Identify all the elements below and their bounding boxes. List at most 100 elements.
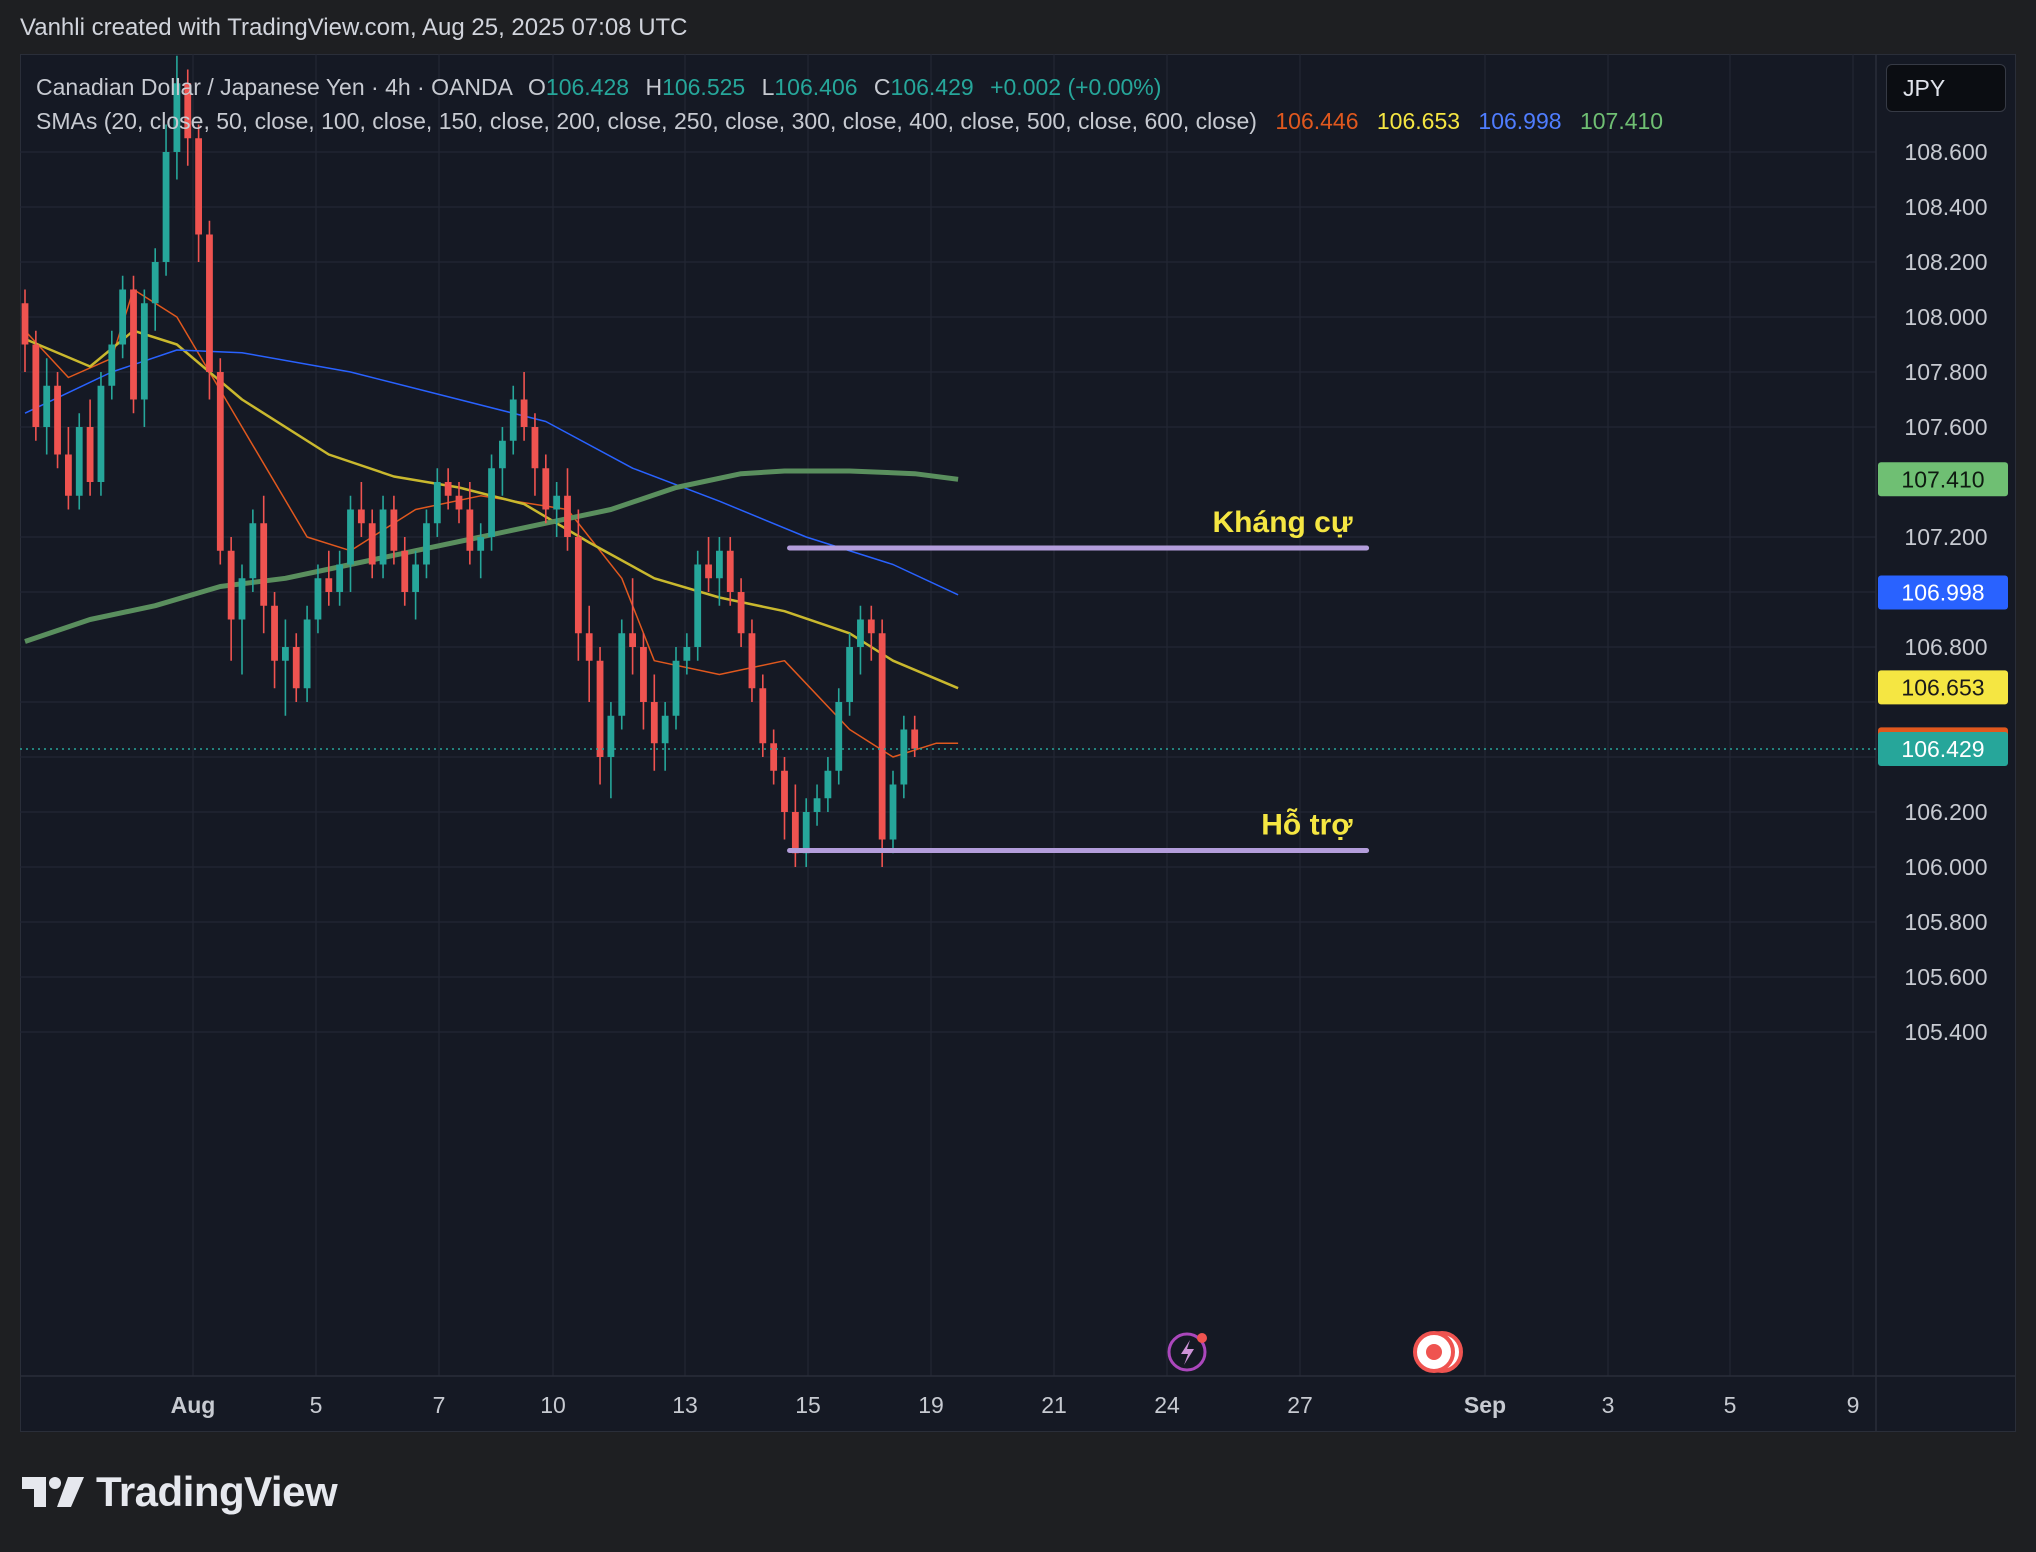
price-axis-badge: 106.998 xyxy=(1878,575,2008,610)
price-axis-badge: 107.410 xyxy=(1878,462,2008,497)
candle xyxy=(195,124,202,262)
legend-high-label: H xyxy=(645,74,663,100)
time-tick-label: Sep xyxy=(1464,1392,1506,1418)
candle xyxy=(520,372,528,441)
candle xyxy=(249,509,257,592)
earnings-flash-icon[interactable] xyxy=(1167,1332,1207,1372)
candle xyxy=(900,715,908,799)
price-axis-badge: 106.429 xyxy=(1878,732,2008,767)
legend-sma50-value: 106.653 xyxy=(1376,108,1461,134)
candle xyxy=(911,715,919,757)
candle xyxy=(737,578,745,647)
legend-sma-label[interactable]: SMAs (20, close, 50, close, 100, close, … xyxy=(36,108,1257,134)
time-tick-label: 10 xyxy=(540,1392,566,1418)
candle xyxy=(694,550,702,661)
candle xyxy=(65,427,72,510)
candle xyxy=(54,372,61,469)
candle xyxy=(574,509,582,661)
chart-pane[interactable] xyxy=(20,54,2016,1432)
time-tick-label: 27 xyxy=(1287,1392,1313,1418)
candle xyxy=(553,482,561,537)
candle xyxy=(238,564,246,675)
candle xyxy=(173,55,181,180)
price-tick-label: 107.200 xyxy=(1904,524,1987,550)
candle xyxy=(130,275,137,414)
price-tick-label: 105.600 xyxy=(1904,964,1987,990)
candle xyxy=(661,702,669,771)
candle xyxy=(21,289,29,372)
candle xyxy=(477,523,485,579)
candle xyxy=(878,619,886,867)
candle xyxy=(292,633,300,702)
candle xyxy=(379,495,387,579)
legend-symbol[interactable]: Canadian Dollar / Japanese Yen · 4h · OA… xyxy=(36,74,512,100)
candle xyxy=(835,688,843,785)
time-tick-label: 5 xyxy=(310,1392,323,1418)
legend-low-value: 106.406 xyxy=(774,74,858,100)
legend-sma200-value: 107.410 xyxy=(1579,108,1664,134)
time-tick-label: 15 xyxy=(795,1392,821,1418)
candle xyxy=(629,578,636,675)
candle xyxy=(813,784,821,826)
candle xyxy=(325,550,333,606)
candle xyxy=(726,537,734,606)
legend-close-label: C xyxy=(873,74,891,100)
candle xyxy=(499,427,506,496)
time-tick-label: 5 xyxy=(1724,1392,1737,1418)
time-tick-label: 9 xyxy=(1847,1392,1860,1418)
price-axis-badge: 106.653 xyxy=(1878,670,2008,705)
economic-event-icon[interactable] xyxy=(1413,1331,1463,1373)
legend-open-label: O xyxy=(528,74,546,100)
candle xyxy=(108,330,116,400)
candle xyxy=(433,468,441,537)
candle xyxy=(260,495,268,634)
legend-ohlc-row: Canadian Dollar / Japanese Yen · 4h · OA… xyxy=(36,70,1663,104)
chart-legend: Canadian Dollar / Japanese Yen · 4h · OA… xyxy=(36,70,1663,138)
price-axis-badge-text: 106.653 xyxy=(1901,674,1984,700)
price-axis: 108.600 108.400 108.200 108.000 107.800 107.6… xyxy=(1904,139,1987,1045)
candle xyxy=(640,633,647,730)
candle xyxy=(455,482,463,524)
price-tick-label: 105.800 xyxy=(1904,909,1987,935)
price-axis-badge-text: 107.410 xyxy=(1901,466,1984,492)
time-tick-label: 13 xyxy=(672,1392,698,1418)
candle xyxy=(140,289,148,427)
sma-100-line xyxy=(24,349,959,596)
price-tick-label: 106.200 xyxy=(1904,799,1987,825)
candle xyxy=(282,619,289,716)
grid-lines xyxy=(20,54,2016,1432)
legend-high-value: 106.525 xyxy=(662,74,746,100)
candle xyxy=(32,330,40,441)
candle xyxy=(759,674,767,757)
resistance-label: Kháng cự xyxy=(1213,506,1353,539)
candle xyxy=(748,619,756,702)
legend-sma100-value: 106.998 xyxy=(1478,108,1562,134)
candle xyxy=(390,495,398,565)
candle xyxy=(43,358,51,455)
candle xyxy=(596,647,604,785)
legend-open-value: 106.428 xyxy=(545,74,630,100)
price-tick-label: 108.000 xyxy=(1904,304,1987,330)
candle xyxy=(824,757,832,812)
candle xyxy=(509,385,517,455)
currency-selector[interactable]: JPY xyxy=(1886,64,2006,112)
candle xyxy=(672,647,680,730)
candle xyxy=(336,550,344,606)
candle xyxy=(466,482,474,565)
event-markers xyxy=(1167,1331,1463,1373)
price-tick-label: 108.400 xyxy=(1904,194,1987,220)
price-tick-label: 106.800 xyxy=(1904,634,1987,660)
candle xyxy=(488,454,495,551)
candle xyxy=(889,770,897,854)
legend-close-value: 106.429 xyxy=(890,74,974,100)
candle xyxy=(607,702,615,799)
candle xyxy=(802,798,810,867)
price-tick-label: 108.600 xyxy=(1904,139,1987,165)
candle xyxy=(542,454,550,524)
candle xyxy=(357,482,365,537)
sma-200-line xyxy=(24,468,959,644)
candle xyxy=(618,619,626,730)
candle xyxy=(781,757,788,840)
candle xyxy=(97,372,105,496)
